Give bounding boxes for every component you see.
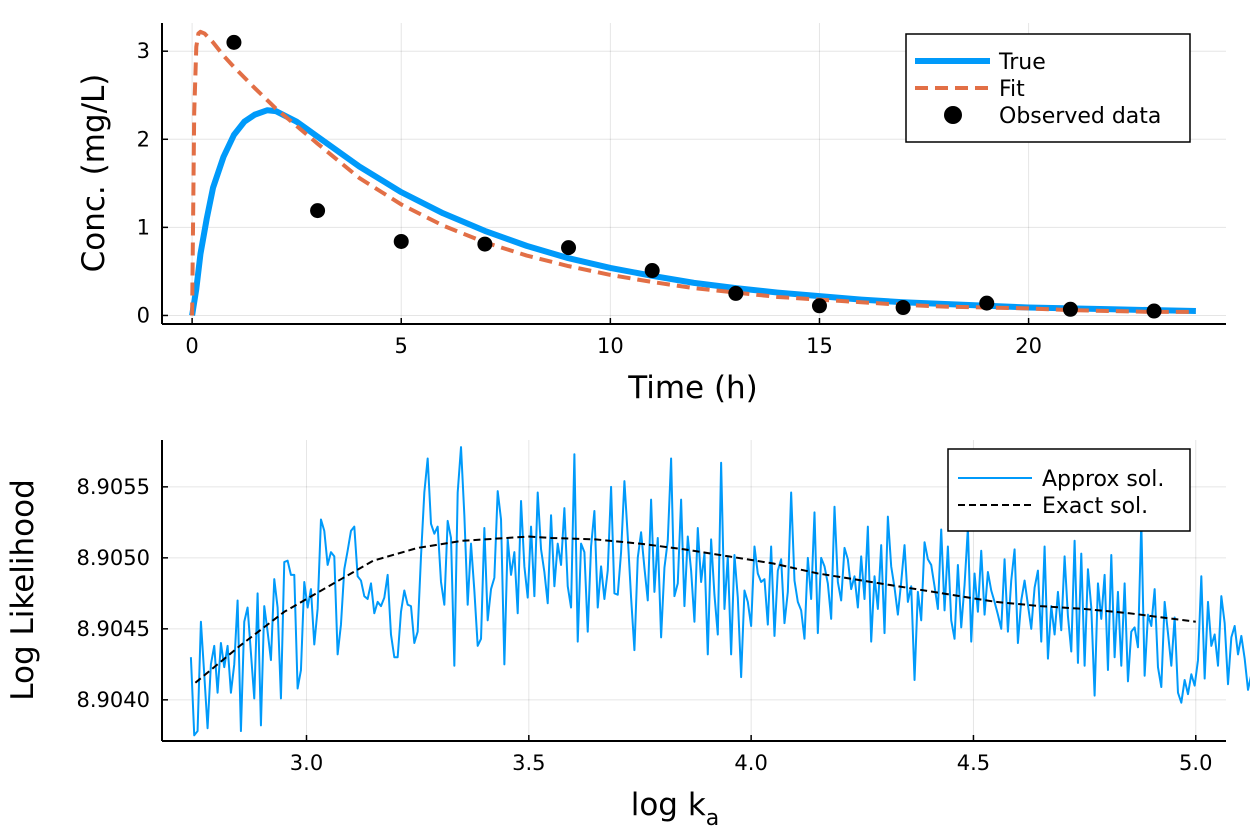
observed-data-point xyxy=(644,263,660,279)
y-tick-label: 3 xyxy=(137,39,150,63)
observed-data-point xyxy=(393,233,409,249)
x-tick-label: 0 xyxy=(185,334,198,358)
x-tick-label: 10 xyxy=(597,334,624,358)
x-tick-label: 5 xyxy=(395,334,408,358)
likelihood-legend: Approx sol. Exact sol. xyxy=(947,448,1191,532)
observed-data-point xyxy=(561,240,577,256)
observed-data-point xyxy=(1062,301,1078,317)
x-tick-label: 15 xyxy=(806,334,833,358)
concentration-y-axis-label: Conc. (mg/L) xyxy=(76,74,112,273)
y-tick-label: 8.9040 xyxy=(77,688,150,712)
concentration-tick-labels: 0 5 10 15 20 0 1 2 3 xyxy=(137,39,1042,358)
observed-data-point xyxy=(728,285,744,301)
likelihood-y-axis-label: Log Likelihood xyxy=(5,479,41,701)
observed-data-point xyxy=(811,298,827,314)
y-tick-label: 1 xyxy=(137,215,150,239)
y-tick-label: 8.9055 xyxy=(77,475,150,499)
observed-data-point xyxy=(979,295,995,311)
x-tick-label: 20 xyxy=(1015,334,1042,358)
concentration-legend-box xyxy=(905,33,1191,143)
x-tick-label: 5.0 xyxy=(1179,751,1212,775)
likelihood-series xyxy=(189,446,1250,737)
x-tick-label: 4.5 xyxy=(957,751,990,775)
concentration-x-axis-label: Time (h) xyxy=(627,370,758,406)
observed-data-point xyxy=(226,34,242,50)
likelihood-panel: 3.0 3.5 4.0 4.5 5.08.90408.90458.90508.9055 … xyxy=(5,440,1250,831)
legend-label-fit: Fit xyxy=(999,77,1025,102)
observed-data-point xyxy=(1146,303,1162,319)
concentration-series xyxy=(189,29,1196,319)
likelihood-x-axis-label-subscript: a xyxy=(706,806,719,831)
likelihood-grid xyxy=(162,440,1226,741)
legend-label-exact: Exact sol. xyxy=(1042,494,1148,519)
y-tick-label: 8.9050 xyxy=(77,546,150,570)
concentration-panel: 0 5 10 15 20 0 1 2 3 Time (h) Conc. (mg/L) True … xyxy=(76,23,1226,406)
legend-label-true: True xyxy=(998,50,1046,75)
concentration-axes xyxy=(161,23,1226,325)
y-tick-label: 2 xyxy=(137,127,150,151)
observed-data-point xyxy=(477,236,493,252)
fit-line xyxy=(190,29,1196,316)
concentration-legend: True Fit Observed data xyxy=(905,33,1191,143)
likelihood-x-axis-label-main: log k xyxy=(631,787,706,823)
exact-sol-line xyxy=(194,535,1196,684)
x-tick-label: 3.0 xyxy=(290,751,323,775)
observed-data-point xyxy=(310,203,326,219)
likelihood-legend-box xyxy=(947,448,1191,532)
true-line xyxy=(189,107,1196,316)
legend-swatch-observed xyxy=(944,106,962,124)
legend-label-approx: Approx sol. xyxy=(1042,467,1164,492)
likelihood-axes xyxy=(161,440,1226,742)
legend-label-observed: Observed data xyxy=(999,104,1161,129)
likelihood-tick-labels: 3.0 3.5 4.0 4.5 5.0 8.9040 8.9045 8.9050 8.9055 xyxy=(77,475,1213,775)
x-tick-label: 3.5 xyxy=(512,751,545,775)
x-tick-label: 4.0 xyxy=(734,751,767,775)
y-tick-label: 0 xyxy=(137,303,150,327)
likelihood-x-axis-label: log ka xyxy=(631,787,720,831)
y-tick-label: 8.9045 xyxy=(77,617,150,641)
observed-data-point xyxy=(895,300,911,316)
